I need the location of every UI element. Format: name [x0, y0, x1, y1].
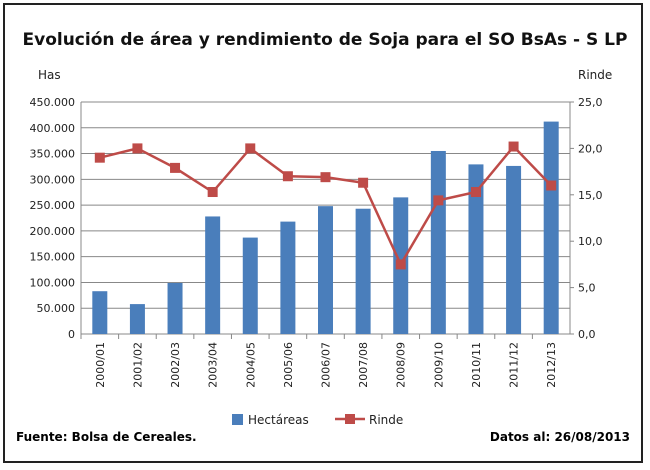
rinde-marker: [132, 143, 143, 154]
rinde-marker: [433, 195, 444, 206]
y2-tick-label: 5,0: [578, 282, 596, 295]
bar-hectareas: [129, 304, 145, 334]
x-tick-label: 2003/04: [207, 342, 220, 388]
y-tick-label: 0: [68, 328, 75, 341]
rinde-marker: [207, 187, 218, 198]
x-tick-label: 2010/11: [470, 342, 483, 388]
y2-tick-label: 0,0: [578, 328, 596, 341]
bar-hectareas: [430, 150, 446, 334]
x-tick-label: 2006/07: [320, 342, 333, 388]
legend-label-hectareas: Hectáreas: [248, 413, 309, 427]
rinde-marker: [320, 172, 331, 183]
rinde-marker: [395, 259, 406, 270]
date-note: Datos al: 26/08/2013: [489, 430, 630, 444]
y-tick-label: 50.000: [37, 302, 76, 315]
y-tick-label: 300.000: [30, 173, 76, 186]
x-tick-label: 2009/10: [432, 342, 445, 388]
bar-hectareas: [506, 165, 522, 334]
x-tick-label: 2001/02: [131, 342, 144, 388]
bar-hectareas: [543, 121, 559, 334]
x-tick-label: 2007/08: [357, 342, 370, 388]
y2-axis-label: Rinde: [578, 68, 613, 82]
rinde-marker: [508, 141, 519, 152]
x-tick-label: 2011/12: [508, 342, 521, 388]
rinde-marker: [546, 180, 557, 191]
bar-hectareas: [92, 291, 108, 334]
y-tick-label: 450.000: [30, 96, 76, 109]
bar-hectareas: [242, 237, 258, 334]
bar-hectareas: [205, 216, 221, 334]
legend-swatch-hectareas: [232, 414, 243, 425]
rinde-marker: [282, 171, 293, 182]
legend-label-rinde: Rinde: [369, 413, 403, 427]
chart-title: Evolución de área y rendimiento de Soja …: [22, 30, 628, 50]
bar-hectareas: [167, 282, 183, 334]
x-tick-label: 2004/05: [244, 342, 257, 388]
rinde-marker: [245, 143, 256, 154]
y2-tick-label: 20,0: [578, 142, 603, 155]
y-tick-label: 150.000: [30, 251, 76, 264]
x-tick-label: 2002/03: [169, 342, 182, 388]
source-note: Fuente: Bolsa de Cereales.: [16, 430, 197, 444]
y-tick-label: 250.000: [30, 199, 76, 212]
y2-tick-label: 25,0: [578, 96, 603, 109]
y2-tick-label: 10,0: [578, 235, 603, 248]
y2-tick-label: 15,0: [578, 189, 603, 202]
y-tick-label: 350.000: [30, 148, 76, 161]
y-tick-label: 200.000: [30, 225, 76, 238]
legend-marker-rinde: [345, 414, 355, 424]
rinde-marker: [358, 177, 369, 188]
y-axis-label: Has: [38, 68, 61, 82]
y-tick-label: 400.000: [30, 122, 76, 135]
rinde-marker: [470, 187, 481, 198]
rinde-marker: [170, 162, 181, 173]
x-tick-label: 2005/06: [282, 342, 295, 388]
rinde-marker: [94, 152, 105, 163]
bar-hectareas: [355, 208, 371, 334]
x-tick-label: 2012/13: [545, 342, 558, 388]
x-tick-label: 2000/01: [94, 342, 107, 388]
y-tick-label: 100.000: [30, 276, 76, 289]
x-tick-label: 2008/09: [395, 342, 408, 388]
bar-hectareas: [318, 206, 333, 334]
bar-hectareas: [468, 164, 484, 334]
bar-hectareas: [280, 221, 296, 334]
